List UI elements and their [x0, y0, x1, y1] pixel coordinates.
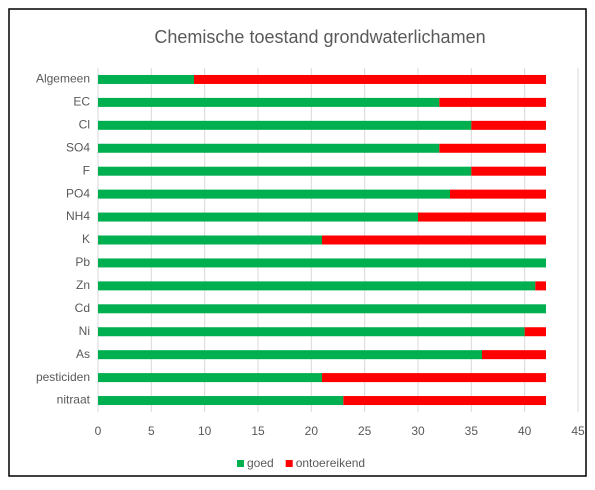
bar [98, 120, 472, 130]
x-tick-label: 35 [465, 424, 479, 438]
bar [98, 327, 525, 337]
bar [471, 120, 546, 130]
chart-title: Chemische toestand grondwaterlichamen [154, 27, 485, 47]
bar [98, 235, 322, 245]
bar [98, 350, 482, 360]
y-tick-label: K [82, 232, 90, 246]
bar [343, 396, 546, 406]
x-tick-label: 40 [518, 424, 532, 438]
x-tick-label: 10 [198, 424, 212, 438]
y-tick-label: PO4 [66, 186, 90, 200]
bar [98, 97, 440, 107]
legend-label: ontoereikend [296, 456, 365, 470]
x-tick-label: 45 [571, 424, 585, 438]
bar [98, 189, 450, 199]
bar [98, 74, 194, 84]
x-tick-label: 0 [95, 424, 102, 438]
y-tick-label: SO4 [66, 140, 90, 154]
bar [450, 189, 546, 199]
bar [535, 281, 546, 291]
bar [322, 373, 546, 383]
bar [524, 327, 546, 337]
y-tick-label: nitraat [57, 393, 91, 407]
y-tick-label: Cd [75, 301, 90, 315]
bar [98, 373, 322, 383]
bar [98, 396, 344, 406]
bar [98, 212, 418, 222]
y-tick-label: Pb [75, 255, 90, 269]
y-tick-label: EC [73, 95, 90, 109]
bar [98, 258, 546, 268]
x-tick-label: 15 [251, 424, 265, 438]
bar [322, 235, 546, 245]
bar [482, 350, 546, 360]
bar [98, 281, 536, 291]
bar [418, 212, 546, 222]
bar [98, 166, 472, 176]
legend-swatch [237, 460, 244, 467]
x-tick-label: 30 [411, 424, 425, 438]
bar [194, 74, 546, 84]
y-tick-label: Zn [76, 278, 90, 292]
y-tick-label: Cl [79, 118, 90, 132]
y-tick-label: Algemeen [36, 72, 90, 86]
legend-swatch [285, 460, 293, 467]
y-tick-label: pesticiden [36, 370, 90, 384]
bar [98, 143, 440, 153]
bar [439, 143, 546, 153]
y-tick-label: Ni [79, 324, 90, 338]
bar [439, 97, 546, 107]
y-tick-label: NH4 [66, 209, 90, 223]
bar [471, 166, 546, 176]
x-tick-label: 20 [305, 424, 319, 438]
bar [98, 304, 546, 314]
x-tick-label: 25 [358, 424, 372, 438]
legend-label: goed [247, 456, 274, 470]
y-tick-label: F [83, 163, 90, 177]
y-tick-label: As [76, 347, 90, 361]
x-tick-label: 5 [148, 424, 155, 438]
